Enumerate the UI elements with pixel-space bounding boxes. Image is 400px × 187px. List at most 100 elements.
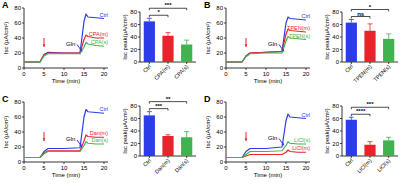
x-tick-label: 5 xyxy=(42,71,46,77)
category-label: Ctrl xyxy=(142,157,152,167)
y-axis-label: Isc (µA/cm²) xyxy=(205,116,211,148)
x-tick-label: 10 xyxy=(263,71,270,77)
y-tick-label: 40 xyxy=(216,35,223,41)
y-axis-label: Isc (µA/cm²) xyxy=(3,22,9,54)
drug-arrow-line-head xyxy=(43,44,46,47)
bar xyxy=(364,145,375,156)
annotation: Gln xyxy=(66,41,75,47)
significance-bracket xyxy=(351,107,388,109)
category-label: TPEN(s) xyxy=(372,63,391,82)
drug-arrow-line-head xyxy=(245,138,248,141)
series-label: TPEN(s) xyxy=(289,33,310,39)
y-tick-label: 0 xyxy=(18,65,22,71)
category-label: Dan(s) xyxy=(173,157,189,173)
error-bar xyxy=(147,112,152,116)
annotation-arrow-head xyxy=(79,144,82,147)
x-tick-label: 15 xyxy=(81,165,88,171)
x-axis xyxy=(226,68,310,69)
y-tick xyxy=(22,132,24,133)
y-tick xyxy=(340,106,342,107)
y-axis-label: Isc peak(µA/cm²) xyxy=(122,108,128,153)
y-tick-label: 0 xyxy=(134,59,138,65)
x-tick-label: 20 xyxy=(303,165,310,171)
y-tick-label: 20 xyxy=(130,141,137,147)
y-tick-label: 60 xyxy=(332,22,339,28)
y-tick-label: 40 xyxy=(216,129,223,135)
x-axis-label: Time (min) xyxy=(52,172,80,178)
series-label: Ctrl xyxy=(301,112,310,118)
y-tick-label: 20 xyxy=(216,50,223,56)
y-tick-label: 20 xyxy=(14,50,21,56)
y-tick xyxy=(22,147,24,148)
x-axis xyxy=(24,162,108,163)
y-tick xyxy=(224,23,226,24)
x-tick-label: 15 xyxy=(283,71,290,77)
y-tick-label: 40 xyxy=(14,35,21,41)
panel-label: C xyxy=(2,94,9,104)
y-axis-label: Isc (µA/cm²) xyxy=(3,116,9,148)
y-tick-label: 60 xyxy=(332,116,339,122)
y-tick xyxy=(224,132,226,133)
significance-label: * xyxy=(369,4,372,10)
drug-arrow-line-head xyxy=(43,138,46,141)
x-tick xyxy=(84,68,85,70)
x-tick xyxy=(246,68,247,70)
drug-arrow xyxy=(43,38,46,47)
x-tick xyxy=(104,162,105,164)
x-axis-label: Time (min) xyxy=(52,78,80,84)
x-tick xyxy=(286,162,287,164)
y-tick xyxy=(138,118,140,119)
y-tick-label: 40 xyxy=(332,128,339,134)
x-tick xyxy=(149,156,150,158)
bar xyxy=(383,39,394,62)
x-tick xyxy=(388,156,389,158)
y-tick xyxy=(340,49,342,50)
plot-area xyxy=(346,20,395,63)
x-tick xyxy=(44,162,45,164)
x-tick-label: 0 xyxy=(22,71,26,77)
x-tick xyxy=(266,68,267,70)
category-label: TPEN(m) xyxy=(352,63,373,84)
x-tick xyxy=(149,62,150,64)
series-line xyxy=(24,43,104,63)
x-tick xyxy=(24,68,25,70)
drug-arrow-line xyxy=(246,132,247,141)
significance-label: *** xyxy=(164,2,172,8)
y-tick xyxy=(22,38,24,39)
category-label: LiCl(m) xyxy=(356,157,373,174)
series-label: LiCl(m) xyxy=(292,145,310,151)
y-tick-label: 40 xyxy=(14,129,21,135)
drug-arrow-line xyxy=(246,38,247,47)
significance-bracket xyxy=(149,15,168,17)
plot-area xyxy=(226,17,306,62)
series-line xyxy=(226,17,306,62)
y-tick xyxy=(340,131,342,132)
drug-arrow xyxy=(245,38,248,47)
x-tick-label: 5 xyxy=(244,165,248,171)
y-tick-label: 60 xyxy=(14,114,21,120)
plot-area xyxy=(144,112,193,156)
bar xyxy=(162,136,173,156)
background xyxy=(0,0,400,187)
y-tick xyxy=(22,117,24,118)
y-tick-label: 60 xyxy=(130,116,137,122)
y-tick-label: 60 xyxy=(130,22,137,28)
y-tick-label: 0 xyxy=(18,159,22,165)
category-label: CPA(m) xyxy=(153,63,171,81)
y-tick-label: 40 xyxy=(332,34,339,40)
y-tick xyxy=(340,12,342,13)
annotation-arrow xyxy=(77,140,82,147)
plot-area xyxy=(346,117,395,156)
y-tick xyxy=(138,143,140,144)
x-axis xyxy=(24,68,108,69)
y-tick-label: 80 xyxy=(216,99,223,105)
series-label: Ctrl xyxy=(301,13,310,19)
panel-label: A xyxy=(2,0,9,10)
y-tick xyxy=(224,38,226,39)
annotation-arrow-head xyxy=(281,49,284,52)
y-tick-label: 0 xyxy=(336,59,340,65)
category-label: Ctrl xyxy=(344,63,354,73)
bar xyxy=(162,36,173,62)
category-label: CPA(s) xyxy=(173,63,190,80)
y-tick-label: 60 xyxy=(216,20,223,26)
